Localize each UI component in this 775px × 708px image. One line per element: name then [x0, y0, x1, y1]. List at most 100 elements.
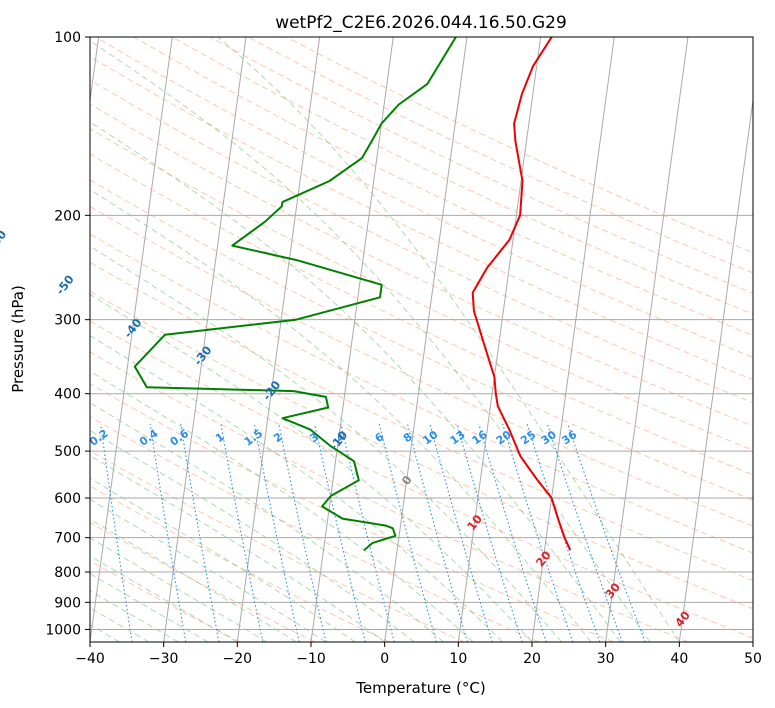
mixing-ratio-label: 13: [448, 428, 468, 447]
x-tick-label: −40: [75, 651, 105, 667]
x-tick-label: −30: [149, 651, 179, 667]
isotherm-line: [752, 638, 753, 642]
mixing-ratio-label: 2: [271, 430, 285, 445]
line-labels: 0.20.40.611.52346810131620253036-100-90-…: [0, 227, 693, 629]
moist-adiabat: [90, 454, 385, 642]
isotherm-label: -10: [326, 428, 350, 453]
mixing-ratio-line: [253, 423, 300, 642]
moist-adiabat: [90, 293, 533, 642]
temperature-line: [471, 37, 572, 551]
moist-adiabat: [90, 245, 562, 642]
mixing-ratio-label: 25: [518, 428, 538, 447]
dry-adiabat: [209, 37, 753, 294]
mixing-ratio-label: 10: [420, 428, 440, 448]
plot-frame: [89, 36, 754, 643]
dry-adiabat: [95, 37, 753, 358]
y-tick-label: 500: [54, 444, 81, 460]
mixing-ratio-label: 1.5: [242, 427, 265, 449]
isotherm-line: [310, 37, 394, 642]
isotherm-line: [457, 37, 542, 642]
mixing-ratio-line: [567, 423, 646, 642]
dry-adiabat: [90, 485, 390, 642]
x-tick-label: 40: [670, 651, 688, 667]
dry-adiabat: [247, 37, 753, 274]
dry-adiabat: [90, 383, 614, 642]
data-lines: [133, 37, 572, 551]
dry-adiabat: [90, 128, 753, 451]
x-tick-label: 30: [597, 651, 615, 667]
mixing-ratio-line: [220, 423, 264, 642]
moist-adiabat: [90, 335, 503, 642]
positive-isotherm-label: 20: [533, 548, 554, 569]
isotherm-line: [605, 37, 689, 642]
x-tick-label: −10: [296, 651, 326, 667]
dry-adiabat: [90, 205, 753, 527]
moist-adiabat: [90, 188, 592, 642]
isotherm-label: -20: [260, 378, 284, 403]
moist-adiabat: [90, 518, 297, 642]
axes: −40 −30 −20 −10 0 10 20 30 40 5010009008007006005…: [45, 30, 762, 667]
chart-title: wetPf2_C2E6.2026.044.16.50.G29: [275, 13, 567, 33]
y-tick-label: 600: [54, 491, 81, 507]
moist-adiabat: [90, 402, 444, 642]
isotherm-label: -50: [53, 272, 77, 297]
mixing-ratio-line: [406, 423, 469, 642]
moist-adiabat: [90, 40, 651, 642]
mixing-ratio-line: [340, 423, 395, 642]
y-tick-label: 700: [54, 531, 81, 547]
dry-adiabat: [90, 320, 753, 639]
dry-adiabat: [90, 103, 753, 427]
mixing-ratio-label: 0.2: [87, 427, 110, 449]
mixing-ratio-label: 36: [559, 428, 579, 448]
dry-adiabat: [90, 522, 315, 642]
dry-adiabat: [90, 56, 753, 381]
mixing-ratio-line: [278, 423, 327, 642]
x-tick-label: 0: [380, 651, 389, 667]
isotherm-label: -60: [0, 227, 9, 252]
mixing-ratio-label: 1: [213, 430, 227, 445]
moist-adiabat: [90, 121, 621, 642]
isotherm-line: [384, 37, 468, 642]
y-tick-label: 100: [54, 30, 81, 46]
dry-adiabat: [286, 37, 753, 254]
moist-adiabat: [90, 572, 209, 642]
y-tick-label: 400: [54, 387, 81, 403]
moist-adiabat: [90, 537, 268, 642]
mixing-ratio-line: [456, 423, 523, 642]
mixing-ratio-line: [100, 423, 133, 642]
mixing-ratio-line: [378, 423, 437, 642]
isotherm-line: [236, 37, 321, 642]
moist-adiabat: [217, 37, 680, 642]
dry-adiabat: [90, 261, 753, 582]
isotherm-line: [90, 37, 173, 642]
y-tick-label: 300: [54, 313, 81, 329]
zero-isotherm-label: 0: [399, 473, 415, 488]
x-axis-label: Temperature (°C): [355, 679, 485, 697]
x-tick-label: 20: [523, 651, 541, 667]
x-tick-label: 10: [449, 651, 467, 667]
positive-isotherm-label: 10: [464, 512, 485, 533]
background-lines: [90, 37, 753, 642]
isotherm-line: [678, 96, 753, 642]
dry-adiabat: [90, 233, 753, 554]
isotherm-line: [163, 37, 247, 642]
moist-adiabat: [90, 498, 326, 642]
moist-adiabat: [90, 477, 356, 642]
mixing-ratio-line: [429, 423, 493, 642]
y-tick-label: 900: [54, 595, 81, 611]
dry-adiabat: [90, 450, 465, 642]
mixing-ratio-line: [149, 423, 187, 642]
isotherm-line: [90, 37, 100, 105]
moist-adiabat: [90, 555, 238, 642]
x-tick-label: −20: [223, 651, 253, 667]
isotherm-line: [531, 37, 615, 642]
moist-adiabat: [90, 590, 179, 642]
isotherm-label: -30: [191, 343, 215, 368]
positive-isotherm-label: 40: [672, 608, 693, 629]
dry-adiabat: [90, 153, 753, 476]
mixing-ratio-label: 6: [372, 430, 386, 445]
y-tick-label: 800: [54, 565, 81, 581]
dewpoint-line: [133, 37, 457, 551]
moist-adiabat: [90, 370, 474, 642]
